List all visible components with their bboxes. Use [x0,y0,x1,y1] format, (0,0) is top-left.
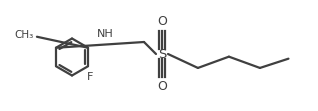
Text: S: S [158,48,166,60]
Text: O: O [157,15,167,28]
Text: NH: NH [97,29,113,39]
Text: O: O [157,80,167,93]
Text: CH₃: CH₃ [14,30,33,40]
Text: F: F [87,72,93,82]
